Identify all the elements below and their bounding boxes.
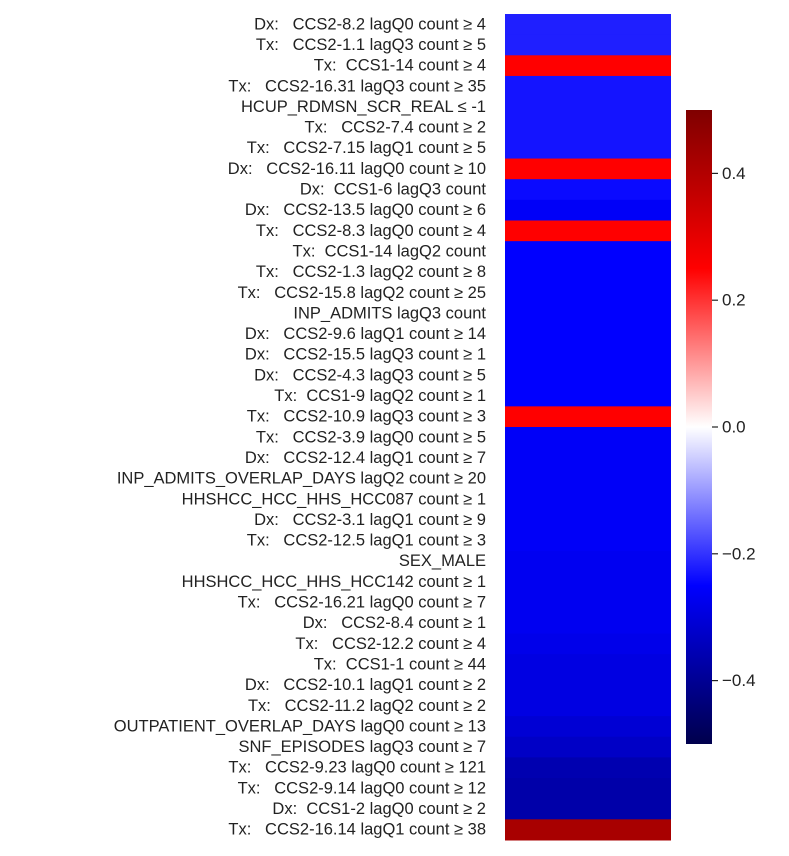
heatmap-cell [505,695,671,717]
colorbar-ticks: −0.4 −0.2 0.0 0.2 0.4 [712,164,756,690]
row-label: Tx: CCS2-15.8 lagQ2 count ≥ 25 [238,284,486,302]
heatmap-cell [505,344,671,366]
row-label: SNF_EPISODES lagQ3 count ≥ 7 [239,738,487,756]
row-label: Tx: CCS2-1.1 lagQ3 count ≥ 5 [256,36,486,54]
heatmap-cell [505,220,671,242]
heatmap-cell [505,819,671,841]
heatmap-cell [505,385,671,407]
row-label: Dx: CCS2-8.4 count ≥ 1 [303,614,486,632]
row-label: HCUP_RDMSN_SCR_REAL ≤ -1 [241,98,486,116]
row-label: Dx: CCS2-4.3 lagQ3 count ≥ 5 [254,366,486,384]
colorbar-tick-label: 0.2 [722,291,746,310]
heatmap-cell [505,55,671,77]
heatmap-cell [505,282,671,304]
heatmap-cell [505,406,671,428]
row-label: Dx: CCS1-6 lagQ3 count [300,181,487,199]
colorbar: −0.4 −0.2 0.0 0.2 0.4 [686,110,756,744]
heatmap-cell [505,365,671,387]
heatmap-cell [505,199,671,221]
colorbar-tick-label: 0.4 [722,164,746,183]
row-label: Dx: CCS2-8.2 lagQ0 count ≥ 4 [254,15,486,33]
heatmap-cell [505,179,671,201]
heatmap-cell [505,633,671,655]
heatmap-cell [505,612,671,634]
row-label: Tx: CCS2-16.21 lagQ0 count ≥ 7 [238,594,486,612]
heatmap-cell [505,158,671,180]
heatmap-cell [505,530,671,552]
row-label: Tx: CCS1-1 count ≥ 44 [314,655,486,673]
heatmap-cell [505,241,671,263]
heatmap-cell [505,654,671,676]
row-label: Dx: CCS2-15.5 lagQ3 count ≥ 1 [245,346,486,364]
row-label: HHSHCC_HCC_HHS_HCC142 count ≥ 1 [182,573,486,591]
heatmap-cell [505,757,671,779]
heatmap-cell [505,447,671,469]
row-label: Tx: CCS1-14 count ≥ 4 [314,57,486,75]
heatmap-cell [505,303,671,325]
heatmap-cell [505,571,671,593]
row-label: Tx: CCS2-1.3 lagQ2 count ≥ 8 [256,263,486,281]
row-label: Dx: CCS2-3.1 lagQ1 count ≥ 9 [254,511,486,529]
colorbar-gradient [686,110,712,744]
row-label: Dx: CCS2-16.11 lagQ0 count ≥ 10 [228,160,486,178]
heatmap-cell [505,137,671,160]
row-label: Tx: CCS2-12.5 lagQ1 count ≥ 3 [247,532,486,550]
row-label: Tx: CCS2-9.23 lagQ0 count ≥ 121 [228,759,486,777]
heatmap-cell [505,716,671,738]
heatmap-cell [505,674,671,696]
row-label: HHSHCC_HCC_HHS_HCC087 count ≥ 1 [182,490,486,508]
row-labels: Dx: CCS2-8.2 lagQ0 count ≥ 4 Tx: CCS2-1.1… [114,15,487,838]
heatmap-cell [505,488,671,511]
row-label: Tx: CCS2-7.15 lagQ1 count ≥ 5 [247,139,486,157]
row-label: Dx: CCS1-2 lagQ0 count ≥ 2 [272,800,486,818]
heatmap-cell [505,323,671,345]
row-label: Tx: CCS1-9 lagQ2 count ≥ 1 [274,387,486,405]
row-label: Dx: CCS2-13.5 lagQ0 count ≥ 6 [245,201,486,219]
row-label: Tx: CCS2-3.9 lagQ0 count ≥ 5 [256,428,486,446]
heatmap-cell [505,427,671,449]
heatmap-cell [505,34,671,56]
heatmap-cell [505,14,671,36]
colorbar-tick-label: −0.2 [722,544,756,563]
heatmap-cell [505,550,671,573]
heatmap-cell [505,592,671,614]
row-label: OUTPATIENT_OVERLAP_DAYS lagQ0 count ≥ 13 [114,717,486,735]
row-label: Tx: CCS2-7.4 count ≥ 2 [305,119,486,137]
heatmap-cell [505,117,671,139]
heatmap-cell [505,798,671,820]
row-label: Tx: CCS2-11.2 lagQ2 count ≥ 2 [248,697,486,715]
row-label: Dx: CCS2-9.6 lagQ1 count ≥ 14 [245,325,486,343]
heatmap-cells [505,14,671,841]
heatmap-cell [505,75,671,98]
row-label: Dx: CCS2-10.1 lagQ1 count ≥ 2 [245,676,486,694]
row-label: Tx: CCS2-10.9 lagQ3 count ≥ 3 [247,408,486,426]
row-label: Tx: CCS2-9.14 lagQ0 count ≥ 12 [238,779,486,797]
row-label: INP_ADMITS_OVERLAP_DAYS lagQ2 count ≥ 20 [117,470,486,488]
row-label: Tx: CCS2-16.14 lagQ1 count ≥ 38 [228,821,486,839]
heatmap-cell [505,468,671,490]
heatmap-cell [505,509,671,531]
row-label: Tx: CCS2-16.31 lagQ3 count ≥ 35 [228,77,486,95]
row-label: SEX_MALE [399,552,486,570]
colorbar-tick-label: 0.0 [722,418,746,437]
heatmap-cell [505,261,671,283]
row-label: Dx: CCS2-12.4 lagQ1 count ≥ 7 [245,449,486,467]
heatmap-cell [505,736,671,758]
row-label: INP_ADMITS lagQ3 count [293,304,486,322]
row-label: Tx: CCS2-8.3 lagQ0 count ≥ 4 [256,222,486,240]
colorbar-tick-label: −0.4 [722,671,756,690]
row-label: Tx: CCS2-12.2 count ≥ 4 [295,635,486,653]
heatmap-cell [505,778,671,800]
row-label: Tx: CCS1-14 lagQ2 count [292,242,486,260]
heatmap-cell [505,96,671,118]
